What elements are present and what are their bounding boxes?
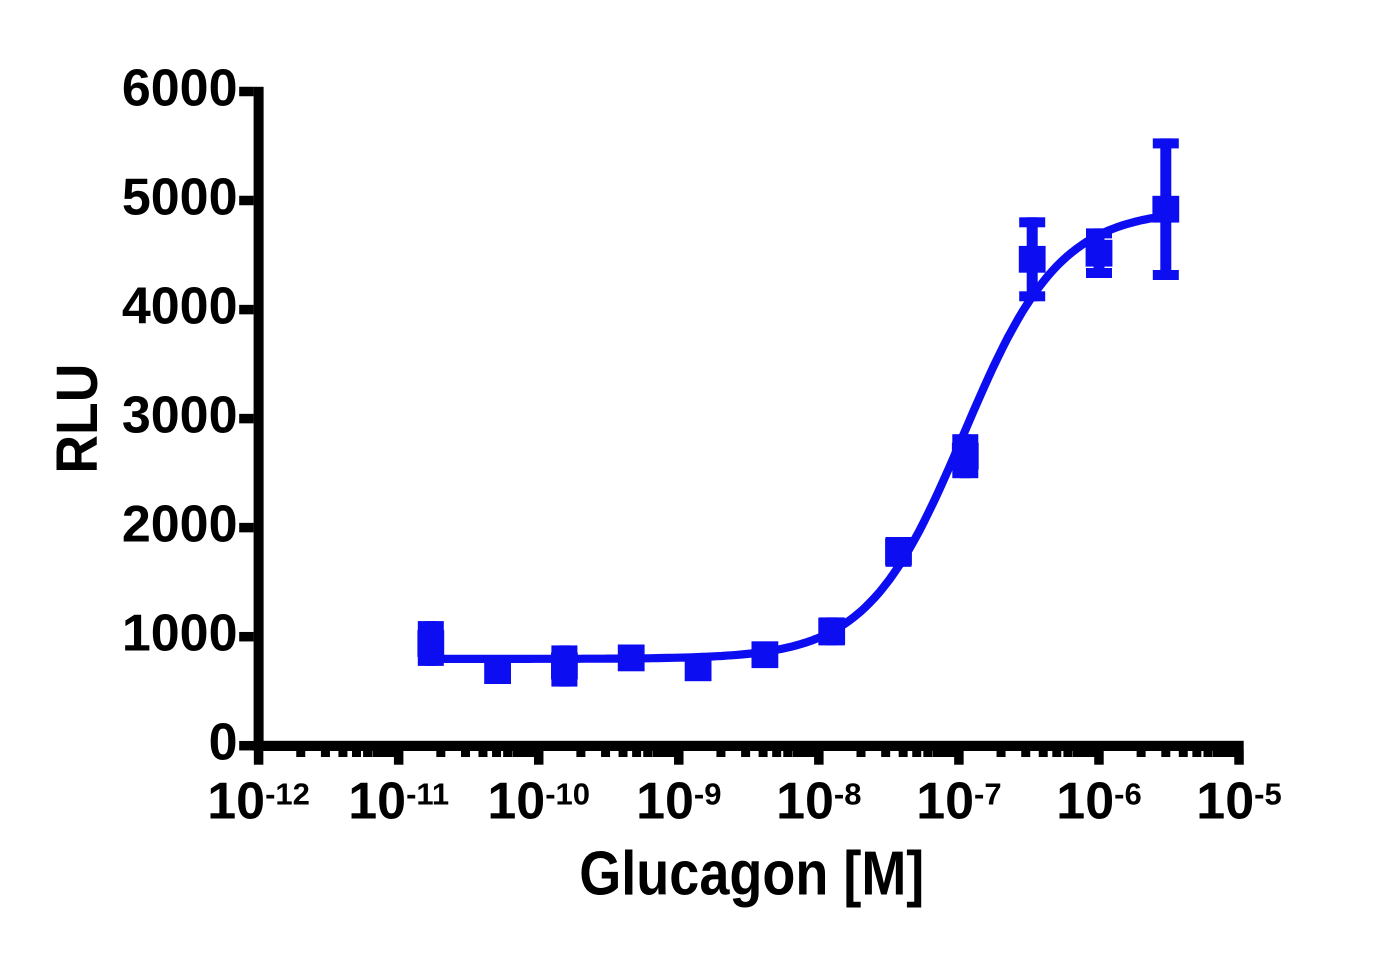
- svg-text:2000: 2000: [122, 496, 238, 554]
- svg-text:6000: 6000: [122, 60, 238, 118]
- svg-text:3000: 3000: [122, 387, 238, 445]
- svg-text:Glucagon [M]: Glucagon [M]: [579, 839, 924, 908]
- svg-text:0: 0: [209, 714, 238, 772]
- svg-text:RLU: RLU: [45, 364, 110, 474]
- svg-text:10-12: 10-12: [207, 772, 310, 830]
- svg-text:1000: 1000: [122, 605, 238, 663]
- svg-text:5000: 5000: [122, 169, 238, 227]
- svg-text:10-6: 10-6: [1056, 772, 1141, 830]
- svg-text:4000: 4000: [122, 278, 238, 336]
